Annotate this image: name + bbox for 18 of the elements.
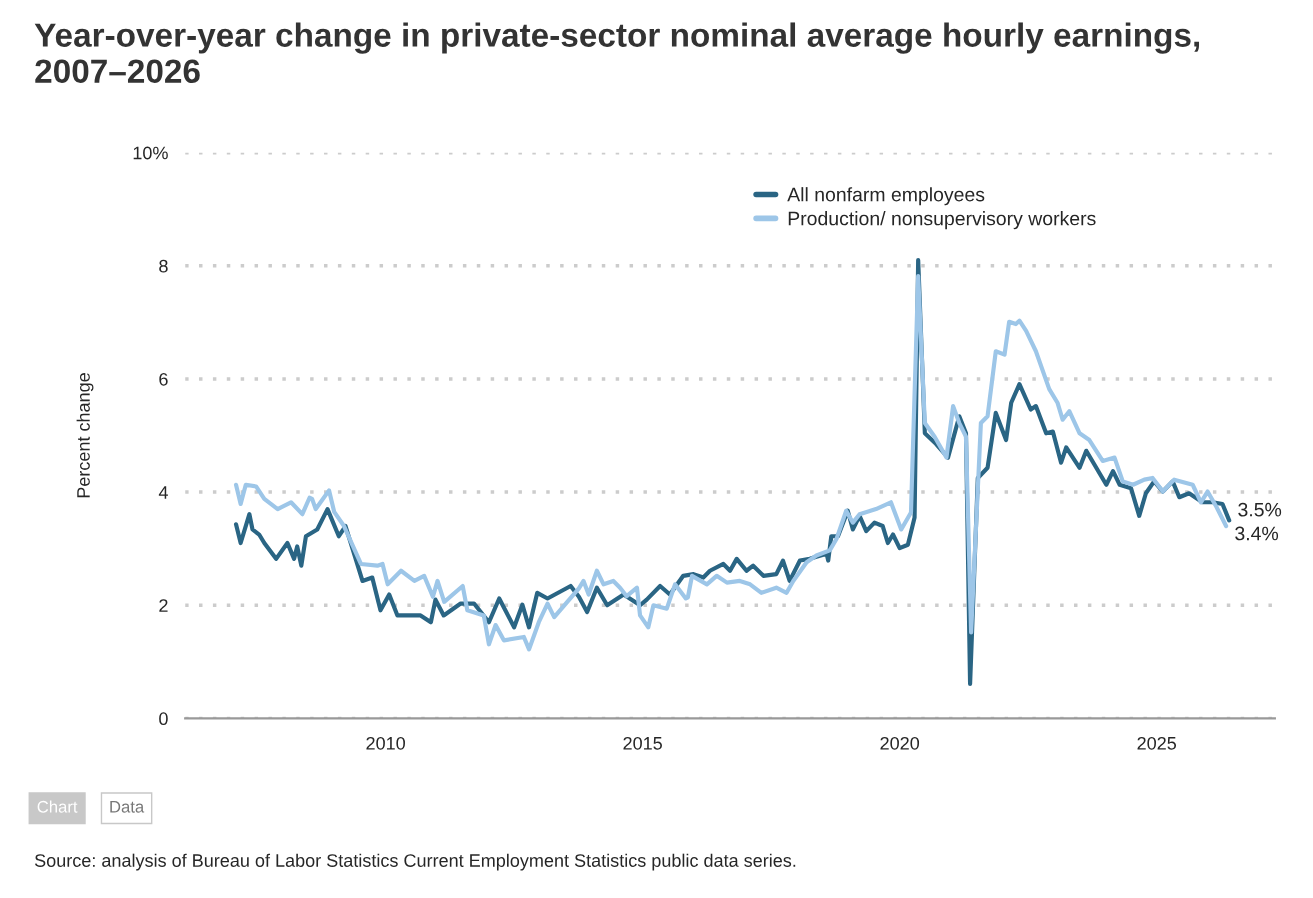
text: Data — [110, 801, 145, 813]
x-tick-label: 2015 — [623, 736, 662, 750]
x-tick-label: 2025 — [1137, 736, 1177, 750]
y-tick-label: 0 — [159, 712, 168, 726]
y-tick-label: 8 — [159, 259, 168, 273]
legend-label: All nonfarm employees — [787, 187, 985, 206]
legend-label: Production/ nonsupervisory workers — [788, 211, 1096, 230]
chart-title: Year-over-year change in private-sector nominal average hourly earnings, 2007–2026 — [34, 22, 1200, 83]
y-tick-label: 10% — [133, 146, 168, 160]
annotation: 3.5% — [1238, 502, 1282, 517]
y-axis-title: Percent change — [76, 373, 94, 498]
y-tick-label: 4 — [158, 486, 168, 499]
x-tick-label: 2020 — [880, 736, 920, 750]
source-note: Source: analysis of Bureau of Labor Statistics Current Employment Statistics public data series. — [34, 853, 796, 871]
annotation: 3.4% — [1235, 526, 1279, 541]
x-tick-label: 2010 — [366, 736, 405, 750]
y-tick-label: 2 — [159, 599, 168, 612]
y-tick-label: 6 — [159, 372, 168, 386]
